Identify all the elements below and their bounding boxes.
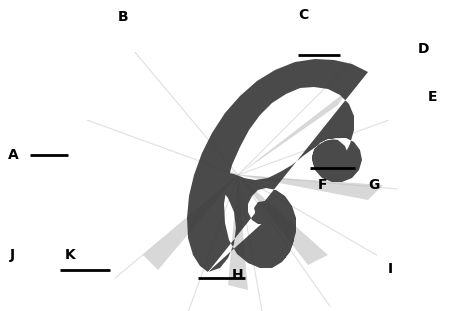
Polygon shape <box>238 90 348 175</box>
Polygon shape <box>238 175 383 200</box>
Text: I: I <box>388 262 393 276</box>
Text: D: D <box>418 42 429 56</box>
Text: C: C <box>298 8 308 22</box>
Polygon shape <box>238 175 328 265</box>
Polygon shape <box>187 59 368 272</box>
Polygon shape <box>143 175 238 270</box>
Text: J: J <box>10 248 15 262</box>
Text: A: A <box>8 148 19 162</box>
Text: H: H <box>232 268 244 282</box>
Text: F: F <box>318 178 328 192</box>
Text: K: K <box>65 248 76 262</box>
Polygon shape <box>228 175 248 290</box>
Text: E: E <box>428 90 438 104</box>
Text: B: B <box>118 10 128 24</box>
Text: G: G <box>368 178 379 192</box>
